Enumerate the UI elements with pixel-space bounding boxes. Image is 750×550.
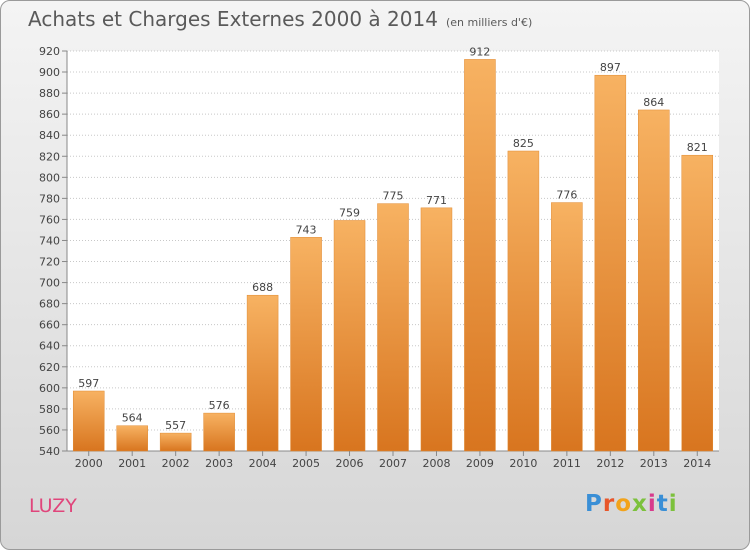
bar bbox=[420, 207, 453, 452]
bar bbox=[551, 202, 583, 452]
logo-letter: x bbox=[632, 491, 648, 517]
bar bbox=[203, 412, 235, 452]
chart-subtitle: (en milliers d'€) bbox=[445, 16, 533, 29]
logo-letter: o bbox=[615, 491, 633, 517]
x-tick-label: 2012 bbox=[596, 457, 624, 470]
logo-letter: r bbox=[602, 491, 616, 517]
data-label: 775 bbox=[383, 190, 404, 203]
y-tick-label: 620 bbox=[39, 361, 60, 374]
data-label: 557 bbox=[165, 419, 186, 432]
y-tick-label: 860 bbox=[39, 108, 60, 121]
x-tick-label: 2013 bbox=[640, 457, 668, 470]
data-label: 576 bbox=[209, 399, 230, 412]
logo-letter: P bbox=[585, 491, 603, 517]
data-label: 759 bbox=[339, 206, 360, 219]
data-label: 825 bbox=[513, 137, 534, 150]
bar bbox=[290, 237, 322, 452]
data-label: 597 bbox=[78, 377, 99, 390]
bar bbox=[464, 59, 496, 452]
data-label: 912 bbox=[469, 45, 490, 58]
y-tick-label: 900 bbox=[39, 66, 60, 79]
y-tick-label: 740 bbox=[39, 234, 60, 247]
bar bbox=[333, 220, 366, 452]
bar bbox=[594, 74, 627, 452]
x-tick-label: 2009 bbox=[466, 457, 494, 470]
logo-letter: i bbox=[668, 491, 678, 517]
data-label: 771 bbox=[426, 194, 447, 207]
bar bbox=[116, 425, 148, 452]
data-label: 743 bbox=[296, 223, 317, 236]
bar bbox=[638, 109, 670, 452]
y-tick-label: 580 bbox=[39, 403, 60, 416]
y-tick-label: 920 bbox=[39, 45, 60, 58]
bar bbox=[159, 432, 192, 452]
y-tick-label: 720 bbox=[39, 256, 60, 269]
x-tick-label: 2003 bbox=[205, 457, 233, 470]
y-tick-label: 660 bbox=[39, 319, 60, 332]
y-tick-label: 880 bbox=[39, 87, 60, 100]
x-tick-label: 2000 bbox=[75, 457, 103, 470]
data-label: 776 bbox=[556, 189, 577, 202]
chart-title: Achats et Charges Externes 2000 à 2014 (e… bbox=[28, 7, 532, 31]
x-tick-label: 2008 bbox=[422, 457, 450, 470]
y-tick-label: 700 bbox=[39, 277, 60, 290]
data-label: 897 bbox=[600, 61, 621, 74]
x-tick-label: 2005 bbox=[292, 457, 320, 470]
city-name: LUZY bbox=[29, 495, 77, 517]
data-label: 821 bbox=[687, 141, 708, 154]
y-tick-label: 680 bbox=[39, 298, 60, 311]
x-tick-label: 2001 bbox=[118, 457, 146, 470]
y-tick-label: 820 bbox=[39, 150, 60, 163]
x-tick-label: 2007 bbox=[379, 457, 407, 470]
x-tick-label: 2006 bbox=[336, 457, 364, 470]
x-tick-label: 2004 bbox=[249, 457, 277, 470]
bar bbox=[72, 390, 105, 452]
logo-letter: t bbox=[656, 491, 669, 517]
bar bbox=[246, 294, 279, 452]
y-tick-label: 600 bbox=[39, 382, 60, 395]
data-label: 864 bbox=[643, 96, 664, 109]
y-tick-label: 840 bbox=[39, 129, 60, 142]
x-tick-label: 2011 bbox=[553, 457, 581, 470]
data-label: 688 bbox=[252, 281, 273, 294]
proxiti-logo: Proxiti bbox=[585, 491, 678, 517]
logo-letter: i bbox=[647, 491, 657, 517]
y-tick-label: 560 bbox=[39, 424, 60, 437]
y-tick-label: 800 bbox=[39, 171, 60, 184]
bar bbox=[507, 150, 540, 452]
y-tick-label: 760 bbox=[39, 213, 60, 226]
title-text: Achats et Charges Externes 2000 à 2014 bbox=[28, 7, 438, 31]
x-tick-label: 2010 bbox=[509, 457, 537, 470]
data-label: 564 bbox=[122, 412, 143, 425]
bar bbox=[681, 154, 714, 452]
bar bbox=[377, 203, 409, 452]
y-tick-label: 780 bbox=[39, 192, 60, 205]
x-tick-label: 2002 bbox=[162, 457, 190, 470]
y-tick-label: 640 bbox=[39, 340, 60, 353]
y-tick-label: 540 bbox=[39, 445, 60, 458]
x-tick-label: 2014 bbox=[683, 457, 711, 470]
